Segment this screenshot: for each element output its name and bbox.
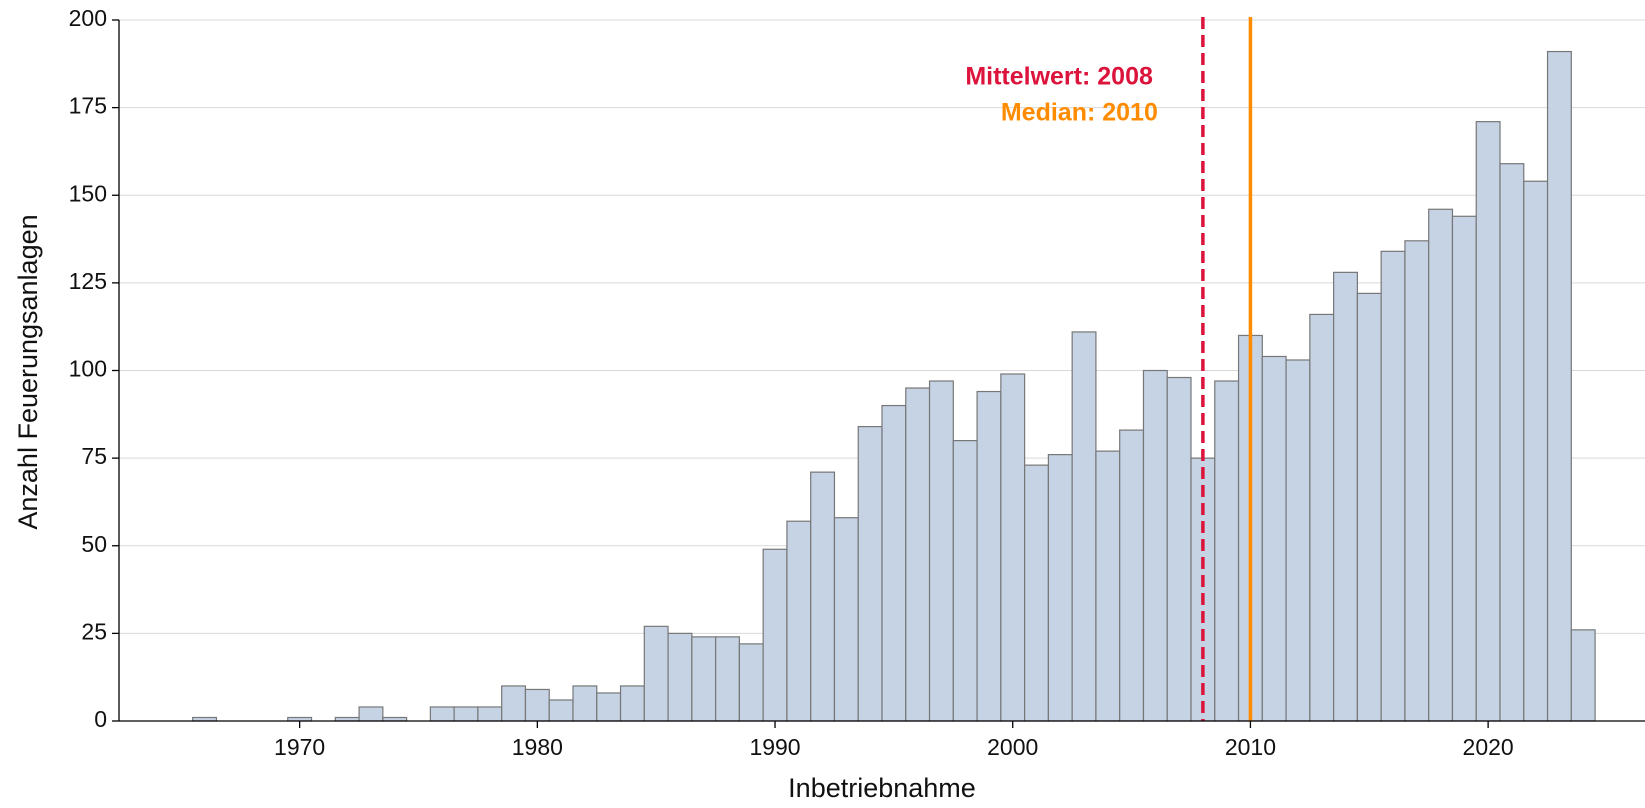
bar xyxy=(477,706,503,722)
bar xyxy=(453,706,479,722)
bar xyxy=(1451,215,1477,722)
y-tick-label: 50 xyxy=(81,531,107,557)
bar xyxy=(1285,359,1311,722)
x-tick-label: 2020 xyxy=(1463,734,1514,760)
y-tick-label: 0 xyxy=(94,706,107,732)
bar xyxy=(691,636,717,722)
bar xyxy=(976,390,1002,722)
bar xyxy=(572,685,598,722)
bar xyxy=(1095,450,1121,722)
bar xyxy=(501,685,527,722)
bar xyxy=(738,643,764,722)
y-tick-label: 25 xyxy=(81,618,107,644)
bar xyxy=(596,692,622,722)
x-tick-label: 2000 xyxy=(987,734,1038,760)
bar xyxy=(643,625,669,722)
x-tick-label: 1970 xyxy=(274,734,325,760)
y-tick-label: 100 xyxy=(69,356,107,382)
bar xyxy=(1261,355,1287,722)
bar xyxy=(833,517,859,722)
y-tick-label: 175 xyxy=(69,93,107,119)
bar xyxy=(1214,380,1240,722)
bar xyxy=(715,636,740,722)
bar xyxy=(881,404,907,722)
bar xyxy=(1190,457,1216,722)
bar xyxy=(429,706,455,722)
y-tick-label: 125 xyxy=(69,268,107,294)
bar xyxy=(952,440,978,722)
bar xyxy=(857,425,883,722)
bar xyxy=(1142,369,1168,722)
bar xyxy=(810,471,836,722)
bar xyxy=(1166,376,1192,722)
bar xyxy=(1071,331,1097,722)
bar xyxy=(1309,313,1335,722)
x-axis-label: Inbetriebnahme xyxy=(788,773,976,803)
bar xyxy=(1546,50,1572,722)
annotation: Mittelwert: 2008 xyxy=(965,63,1153,91)
bar xyxy=(1047,454,1073,722)
bar xyxy=(1356,292,1382,722)
annotation: Median: 2010 xyxy=(1001,99,1158,127)
bar xyxy=(358,706,384,722)
y-tick-label: 200 xyxy=(69,5,107,31)
bar xyxy=(524,688,550,722)
bar xyxy=(1000,373,1026,722)
bar xyxy=(667,632,693,722)
x-tick-label: 1990 xyxy=(749,734,800,760)
bar xyxy=(762,548,788,722)
y-tick-label: 75 xyxy=(81,443,107,469)
bar xyxy=(619,685,645,722)
bar xyxy=(905,387,931,722)
x-tick-label: 1980 xyxy=(512,734,563,760)
bar xyxy=(1380,250,1406,722)
bar xyxy=(1475,121,1501,722)
bar xyxy=(1499,163,1525,722)
bar xyxy=(928,380,954,722)
bar xyxy=(1523,180,1549,722)
y-axis-label: Anzahl Feuerungsanlagen xyxy=(13,214,43,529)
bar xyxy=(1404,240,1430,722)
bar xyxy=(548,699,574,722)
bar xyxy=(1333,271,1358,722)
y-tick-label: 150 xyxy=(69,180,107,206)
bar xyxy=(1119,429,1145,722)
bar xyxy=(1570,629,1596,722)
bar xyxy=(786,520,812,722)
x-tick-label: 2010 xyxy=(1225,734,1276,760)
bar xyxy=(1428,208,1454,722)
bar xyxy=(1024,464,1049,722)
